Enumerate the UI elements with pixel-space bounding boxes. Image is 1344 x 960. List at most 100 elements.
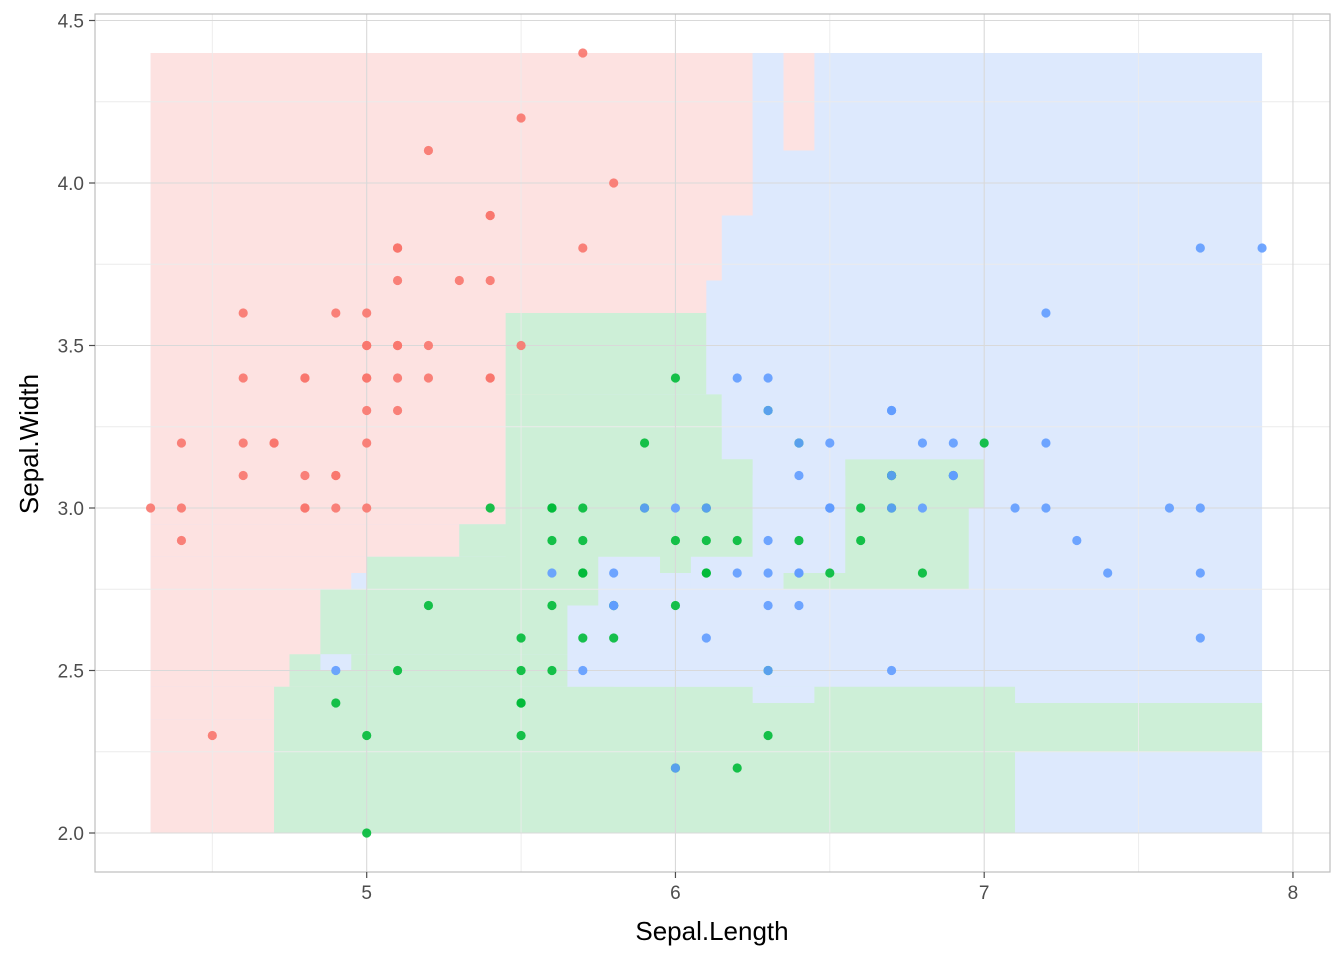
data-point (1195, 243, 1205, 253)
data-point (1072, 535, 1082, 546)
decision-region-23 (845, 459, 985, 508)
data-point (547, 568, 557, 578)
y-tick-label: 2.0 (58, 824, 84, 845)
data-point (825, 568, 835, 578)
data-point (1195, 568, 1205, 578)
data-point (825, 503, 835, 513)
decision-region-8 (150, 410, 506, 525)
data-point (1164, 503, 1175, 513)
data-point (485, 503, 495, 513)
data-point (547, 535, 557, 546)
data-point (516, 730, 526, 741)
y-tick-label: 4.5 (58, 12, 84, 33)
data-point (639, 438, 650, 448)
data-point (578, 535, 588, 546)
data-point (578, 633, 588, 643)
data-point (763, 600, 773, 611)
decision-region-19 (366, 556, 614, 590)
data-point (886, 503, 897, 513)
data-point (979, 438, 989, 448)
data-point (331, 470, 341, 481)
data-point (856, 535, 866, 546)
data-point (485, 210, 495, 221)
data-point (423, 145, 434, 156)
data-point (207, 730, 217, 741)
data-point (423, 600, 434, 611)
data-point (238, 438, 248, 448)
decision-region-4 (150, 215, 722, 281)
data-point (886, 665, 897, 676)
data-point (856, 503, 866, 513)
data-point (1195, 503, 1205, 513)
data-point (362, 828, 372, 838)
data-point (238, 308, 248, 318)
data-point (331, 308, 341, 318)
data-point (763, 730, 773, 741)
decision-region-11 (150, 573, 352, 590)
decision-regions (150, 53, 1263, 833)
data-point (763, 665, 773, 676)
data-point (300, 373, 310, 383)
data-point (485, 275, 495, 286)
data-point (732, 373, 742, 383)
data-point (578, 48, 588, 58)
data-point (1041, 308, 1051, 318)
decision-region-33 (567, 605, 815, 687)
data-point (948, 438, 958, 448)
x-tick-label: 5 (361, 883, 372, 904)
data-point (1010, 503, 1020, 513)
data-point (794, 470, 804, 481)
data-point (362, 373, 372, 383)
data-point (670, 373, 681, 383)
data-point (609, 178, 619, 188)
data-point (1041, 503, 1051, 513)
data-point (392, 243, 403, 253)
data-point (423, 373, 434, 383)
data-point (362, 308, 372, 318)
decision-region-7 (150, 378, 568, 411)
decision-region-35 (752, 686, 815, 703)
data-point (670, 503, 681, 513)
data-point (763, 373, 773, 383)
data-point (948, 470, 958, 481)
data-point (516, 340, 526, 351)
data-point (1041, 438, 1051, 448)
data-point (145, 503, 156, 513)
data-point (516, 633, 526, 643)
data-point (331, 665, 341, 676)
data-point (763, 568, 773, 578)
y-tick-label: 3.5 (58, 337, 84, 358)
decision-region-9 (150, 524, 460, 557)
data-point (578, 568, 588, 578)
data-point (485, 373, 495, 383)
decision-region-31 (598, 556, 661, 606)
data-point (578, 243, 588, 253)
data-point (392, 340, 403, 351)
data-point (670, 535, 681, 546)
data-point (578, 503, 588, 513)
x-tick-label: 6 (670, 883, 681, 904)
decision-region-22 (274, 686, 1016, 833)
data-point (238, 373, 248, 383)
decision-region-20 (320, 589, 614, 655)
data-point (1103, 568, 1113, 578)
decision-region-34 (320, 654, 352, 671)
y-axis-title: Sepal.Width (14, 374, 44, 514)
data-point (794, 535, 804, 546)
y-tick-label: 3.0 (58, 499, 84, 520)
data-point (701, 535, 711, 546)
data-point (763, 405, 773, 416)
data-point (176, 438, 187, 448)
data-point (794, 600, 804, 611)
data-point (794, 438, 804, 448)
data-point (794, 568, 804, 578)
data-point (639, 503, 650, 513)
data-point (670, 763, 681, 773)
decision-region-10 (150, 556, 367, 573)
data-point (238, 470, 248, 481)
y-axis-ticks: 2.0 2.5 3.0 3.5 4.0 4.5 (58, 12, 95, 845)
data-point (454, 275, 464, 286)
data-point (176, 535, 187, 546)
data-point (516, 698, 526, 708)
data-point (609, 633, 619, 643)
